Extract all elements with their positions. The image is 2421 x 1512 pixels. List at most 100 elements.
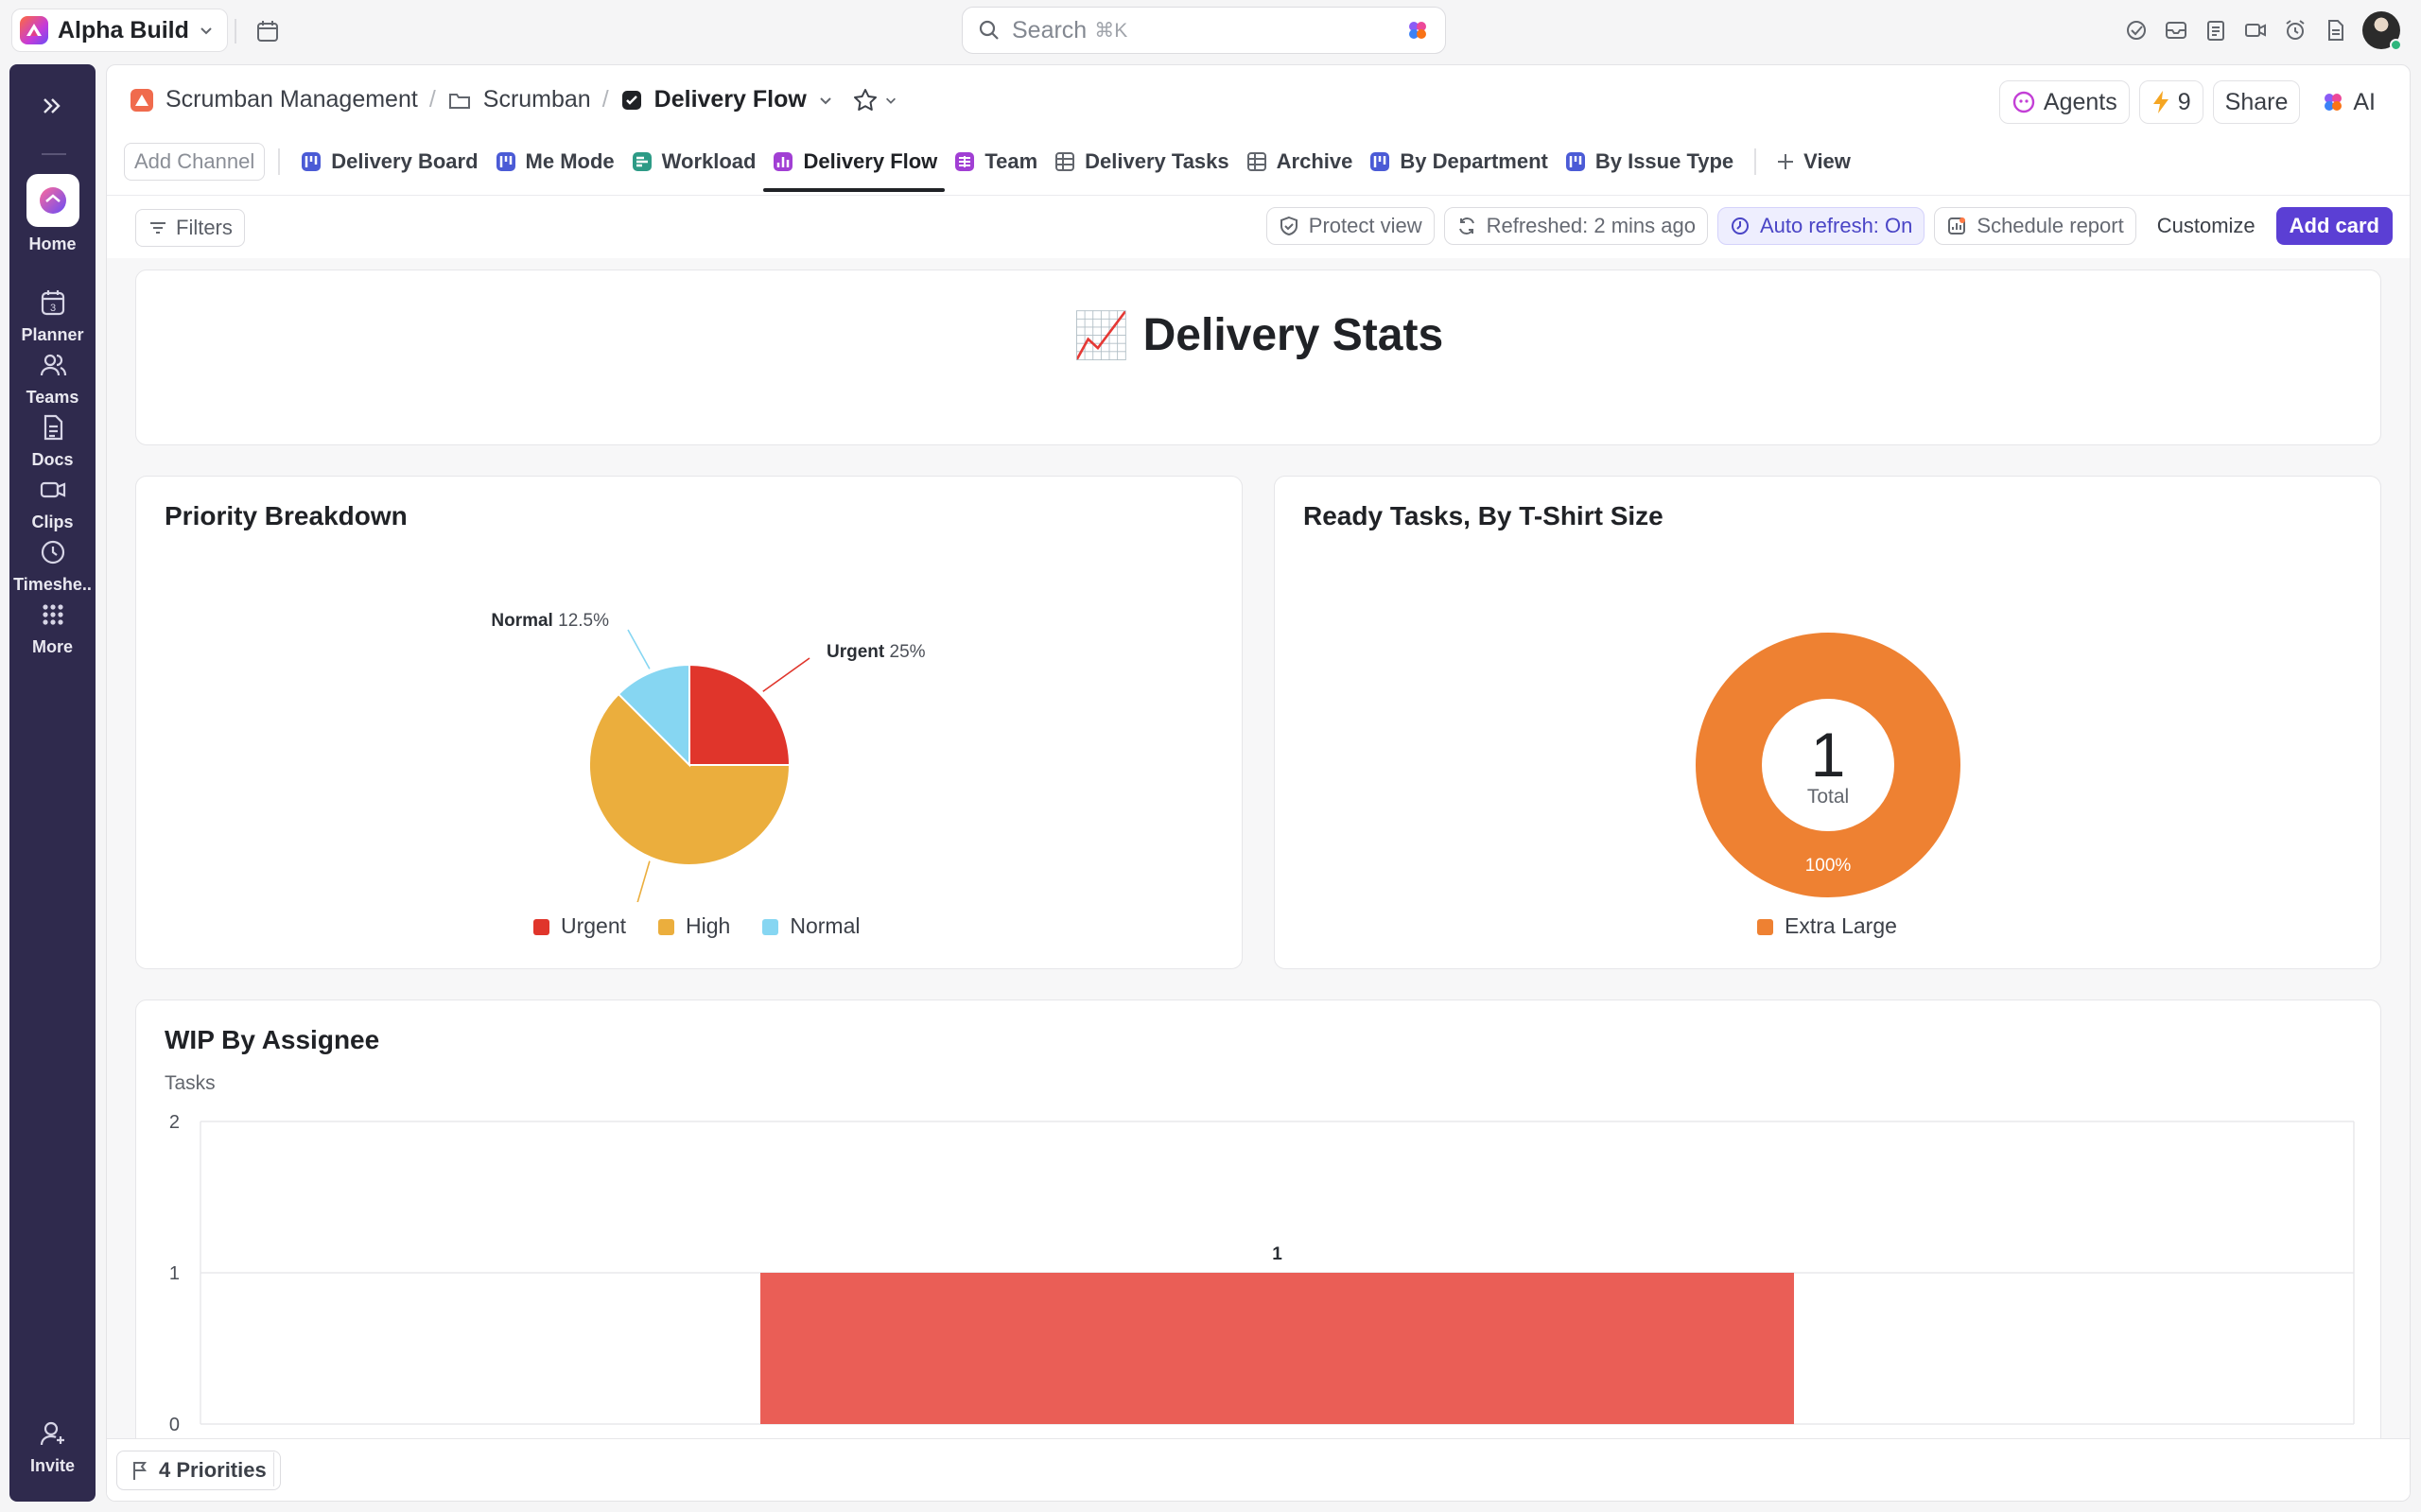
wip-bar-chart[interactable]: 2 1 0 1 [136, 1095, 2382, 1492]
bar[interactable] [760, 1273, 1794, 1424]
task-check-icon[interactable] [2124, 18, 2149, 43]
pie-slice-normal[interactable] [617, 663, 690, 768]
ai-sparkle-icon [2325, 94, 2343, 111]
home-icon [26, 174, 79, 227]
ai-sparkle-icon[interactable] [1405, 18, 1430, 43]
rail-item-home[interactable]: Home [9, 174, 96, 254]
tab-delivery-flow[interactable]: Delivery Flow [763, 137, 946, 192]
protect-view-button[interactable]: Protect view [1265, 207, 1435, 245]
workspace-name: Alpha Build [58, 16, 189, 43]
legend-label: High [686, 913, 731, 938]
add-channel-button[interactable]: Add Channel [124, 143, 266, 181]
tab-me-mode[interactable]: Me Mode [486, 137, 622, 186]
search-input[interactable]: Search ⌘K [962, 7, 1446, 54]
priorities-button[interactable]: 4 Priorities [116, 1451, 281, 1490]
agents-label: Agents [2043, 88, 2117, 115]
space-logo-icon [131, 88, 153, 112]
filters-label: Filters [176, 216, 233, 239]
rail-item-planner[interactable]: 3 Planner [9, 287, 96, 345]
document-icon[interactable] [2323, 18, 2347, 43]
leader-line [627, 629, 651, 669]
wip-by-assignee-card[interactable]: WIP By Assignee Tasks 2 1 0 1 [135, 999, 2381, 1491]
automations-button[interactable]: 9 [2138, 80, 2203, 124]
tab-label: By Issue Type [1594, 149, 1734, 173]
dashboard-view-icon [771, 149, 795, 174]
refreshed-label: Refreshed: 2 mins ago [1486, 214, 1696, 237]
add-view-label: View [1803, 149, 1851, 173]
breadcrumb-folder[interactable]: Scrumban [482, 86, 591, 113]
legend-label: Extra Large [1785, 913, 1897, 938]
legend-item-normal: Normal [762, 913, 860, 939]
calendar-icon[interactable] [255, 19, 280, 43]
workspace-switcher[interactable]: Alpha Build [11, 9, 228, 52]
agents-button[interactable]: Agents [1998, 80, 2130, 124]
priority-breakdown-card[interactable]: Priority Breakdown Urgent 25%High 62.5%N… [135, 476, 1243, 969]
rail-item-timesheets[interactable]: Timeshe.. [9, 537, 96, 595]
team-view-icon [952, 149, 977, 174]
legend-label: Urgent [561, 913, 627, 938]
breadcrumb-current[interactable]: Delivery Flow [653, 86, 807, 113]
schedule-report-button[interactable]: Schedule report [1934, 207, 2136, 245]
add-view-button[interactable]: View [1768, 137, 1858, 186]
legend-item-high: High [658, 913, 730, 939]
priorities-label: 4 Priorities [159, 1458, 267, 1482]
pie-slice-urgent[interactable] [688, 663, 792, 766]
alarm-clock-icon[interactable] [2283, 18, 2308, 43]
tab-team[interactable]: Team [945, 137, 1045, 186]
refresh-icon [1458, 217, 1474, 235]
rail-item-teams[interactable]: Teams [9, 350, 96, 408]
tab-label: By Department [1400, 149, 1548, 173]
teams-icon [40, 354, 66, 376]
divider [1754, 148, 1757, 175]
tab-by-issue-type[interactable]: By Issue Type [1556, 137, 1741, 186]
rail-item-more[interactable]: More [9, 600, 96, 657]
expand-sidebar-icon[interactable] [39, 93, 65, 119]
pie-slice-high[interactable] [588, 692, 792, 866]
user-avatar[interactable] [2362, 11, 2402, 51]
donut-slice-extra-large[interactable] [1696, 633, 1960, 897]
tab-archive[interactable]: Archive [1237, 137, 1361, 186]
ai-button[interactable]: AI [2309, 80, 2387, 124]
clock-icon [1731, 217, 1749, 235]
rail-item-invite[interactable]: Invite [9, 1418, 96, 1476]
tab-delivery-board[interactable]: Delivery Board [291, 137, 485, 186]
tab-workload[interactable]: Workload [622, 137, 764, 186]
ready-tasks-card[interactable]: Ready Tasks, By T-Shirt Size 100% 1 Total … [1274, 476, 2381, 969]
donut-percent-label: 100% [1805, 856, 1852, 876]
clock-icon [41, 540, 64, 565]
video-icon[interactable] [2243, 18, 2268, 43]
priority-pie-chart[interactable]: Urgent 25%High 62.5%Normal 12.5% [136, 552, 1244, 902]
chevron-down-icon[interactable] [818, 93, 833, 108]
customize-button[interactable]: Customize [2145, 207, 2267, 245]
dashboard-title-card: 📈 Delivery Stats [135, 269, 2381, 445]
folder-icon [448, 93, 470, 109]
tshirt-legend: Extra Large [1757, 913, 1897, 939]
chevron-down-icon [200, 27, 212, 35]
planner-calendar-icon: 3 [41, 290, 64, 316]
ai-label: AI [2353, 88, 2376, 115]
leader-line [636, 860, 651, 902]
checkbox-list-icon [621, 90, 641, 110]
rail-item-clips[interactable]: Clips [9, 475, 96, 532]
legend-item-urgent: Urgent [533, 913, 626, 939]
refresh-button[interactable]: Refreshed: 2 mins ago [1443, 207, 1708, 245]
inbox-icon[interactable] [2164, 18, 2188, 43]
rail-divider [42, 153, 66, 155]
filters-button[interactable]: Filters [135, 209, 245, 247]
rail-label-more: More [31, 637, 73, 656]
auto-refresh-toggle[interactable]: Auto refresh: On [1716, 207, 1925, 245]
share-button[interactable]: Share [2212, 80, 2301, 124]
protect-view-label: Protect view [1308, 214, 1422, 237]
workload-view-icon [630, 149, 654, 174]
star-icon[interactable] [852, 87, 879, 113]
chevron-down-icon[interactable] [884, 94, 897, 107]
rail-item-docs[interactable]: Docs [9, 412, 96, 470]
breadcrumb-space[interactable]: Scrumban Management [165, 86, 418, 113]
breadcrumb: Scrumban Management / Scrumban / Deliver… [130, 86, 897, 113]
tab-by-department[interactable]: By Department [1360, 137, 1555, 186]
add-card-button[interactable]: Add card [2275, 207, 2393, 245]
y-axis-label: Tasks [165, 1072, 216, 1094]
tab-delivery-tasks[interactable]: Delivery Tasks [1045, 137, 1236, 186]
notepad-icon[interactable] [2203, 18, 2228, 43]
